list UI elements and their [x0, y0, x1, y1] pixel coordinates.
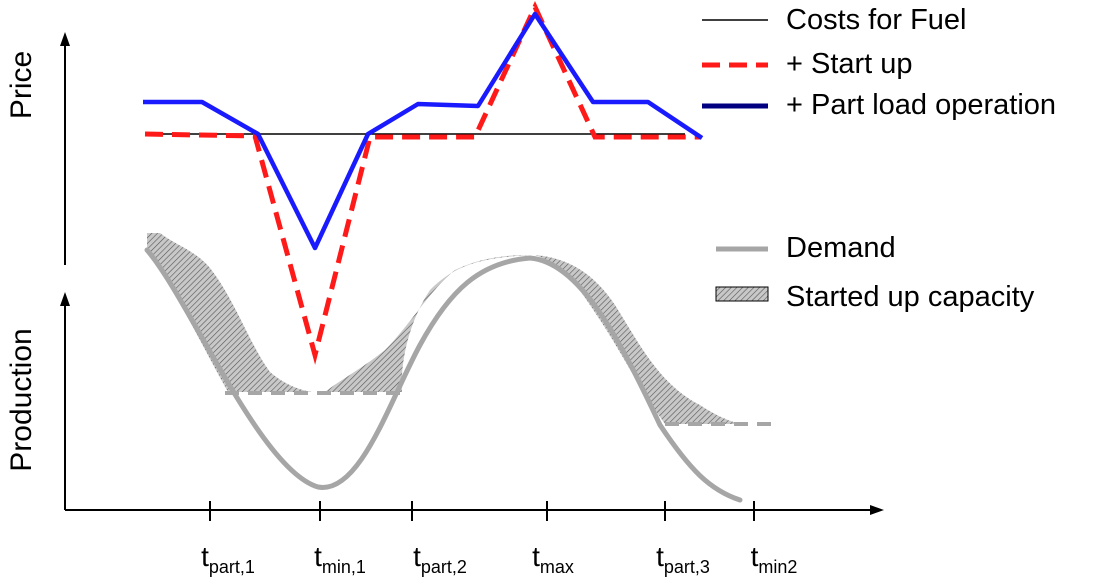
legend	[702, 19, 769, 302]
demand-curve	[144, 247, 743, 503]
tick-label-part3: tpart,3	[656, 541, 710, 577]
price-axis-label: Price	[5, 50, 38, 120]
production-axis	[60, 292, 70, 510]
legend-capacity-label: Started up capacity	[786, 281, 1035, 313]
startup-cost-line	[144, 1, 700, 365]
legend-startup-label: + Start up	[786, 48, 913, 80]
production-axis-label: Production	[5, 328, 38, 472]
capacity-area-right	[535, 255, 742, 424]
time-axis	[65, 501, 884, 521]
tick-label-part1: tpart,1	[201, 541, 255, 577]
capacity-area-left	[147, 233, 312, 392]
legend-capacity-swatch	[715, 286, 769, 302]
partload-cost-line	[143, 11, 704, 251]
tick-label-part2: tpart,2	[413, 541, 467, 577]
legend-fuel-label: Costs for Fuel	[786, 4, 967, 36]
tick-label-min1: tmin,1	[314, 541, 366, 577]
tick-label-min2: tmin2	[750, 541, 798, 577]
demand-dashed-extensions	[225, 391, 772, 426]
legend-demand-label: Demand	[786, 232, 896, 264]
capacity-area-mid	[325, 255, 530, 392]
legend-partload-label: + Part load operation	[786, 89, 1057, 121]
price-axis	[60, 32, 70, 265]
tick-label-max: tmax	[532, 541, 574, 577]
